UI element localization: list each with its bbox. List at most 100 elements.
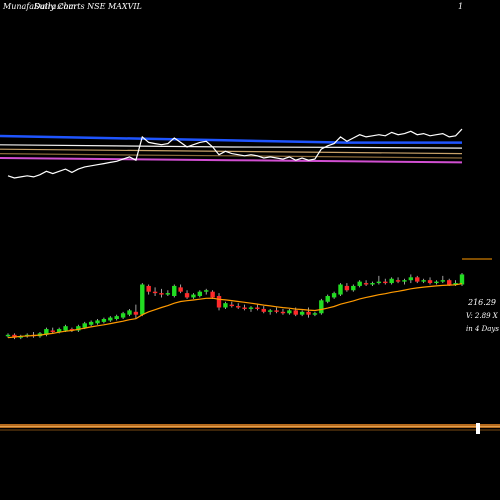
- band-line: [0, 144, 463, 149]
- candle: [427, 277, 433, 285]
- candle: [223, 301, 228, 309]
- candle: [299, 310, 305, 317]
- candle-body: [82, 323, 87, 328]
- candle: [120, 311, 126, 319]
- volume-band-light: [0, 426, 500, 427]
- candle-body: [76, 326, 81, 331]
- candles: [5, 273, 465, 340]
- volume-marker: [476, 423, 480, 434]
- top-right-mark: 1: [458, 2, 463, 11]
- candle-body: [178, 287, 183, 292]
- candle-body: [114, 316, 119, 319]
- candle-body: [363, 283, 369, 285]
- candle-body: [152, 291, 158, 294]
- volume-label: V: 2.89 X: [466, 312, 499, 320]
- candle-body: [140, 284, 145, 315]
- candle-body: [191, 294, 196, 298]
- candle: [191, 293, 196, 299]
- candle-body: [319, 300, 324, 314]
- candle-body: [344, 285, 350, 291]
- candle: [44, 327, 49, 337]
- candle-body: [395, 280, 401, 282]
- volume-strip: [0, 423, 500, 434]
- candle: [216, 293, 222, 311]
- candle-body: [146, 285, 151, 292]
- candle: [133, 304, 139, 319]
- band-line: [0, 153, 463, 159]
- candle-body: [408, 277, 414, 281]
- candle-body: [223, 303, 228, 308]
- candle: [159, 288, 164, 298]
- candle: [376, 275, 382, 285]
- candle: [267, 308, 273, 315]
- candle-body: [351, 285, 356, 291]
- candle: [248, 306, 254, 312]
- candle-body: [255, 307, 260, 309]
- candle: [389, 277, 394, 285]
- candle: [178, 284, 183, 294]
- candle: [255, 304, 260, 311]
- price-label: 216.29: [467, 298, 496, 307]
- candle: [408, 274, 414, 284]
- candle-body: [459, 274, 465, 285]
- candle: [172, 284, 177, 298]
- band-line: [0, 148, 463, 155]
- candle-body: [95, 320, 100, 324]
- price-overlay-line: [7, 128, 463, 179]
- candle: [127, 308, 132, 317]
- candle-body: [415, 277, 420, 282]
- candle: [140, 283, 145, 317]
- candle: [357, 280, 362, 288]
- candle-body: [229, 304, 235, 307]
- candle-body: [127, 310, 132, 315]
- candle: [338, 283, 343, 296]
- candle-body: [216, 296, 222, 308]
- moving-average-bands: [0, 134, 463, 164]
- candle-body: [389, 278, 394, 284]
- candle-body: [312, 313, 318, 315]
- candle: [440, 275, 446, 284]
- candle-body: [133, 311, 139, 315]
- candle: [197, 290, 203, 298]
- candle: [76, 324, 81, 332]
- candle: [351, 284, 356, 292]
- candle-body: [204, 290, 209, 292]
- candle-body: [331, 293, 337, 298]
- candle-body: [293, 310, 298, 315]
- candle: [184, 290, 190, 299]
- candle-body: [12, 334, 17, 338]
- candle-body: [88, 321, 94, 325]
- candle: [95, 319, 100, 325]
- candle-body: [447, 280, 452, 285]
- candle-body: [325, 296, 330, 302]
- candle: [344, 283, 350, 292]
- candle: [370, 281, 375, 286]
- candle: [402, 278, 407, 285]
- candle-body: [421, 280, 426, 282]
- candle-body: [210, 291, 215, 298]
- date-label: in 4 Days: [466, 325, 499, 333]
- candle-body: [287, 310, 292, 314]
- candle-body: [5, 334, 11, 337]
- candle: [152, 287, 158, 296]
- candle-body: [299, 311, 305, 315]
- candle: [383, 278, 388, 285]
- band-line: [0, 157, 463, 164]
- candle: [204, 288, 209, 295]
- candle-body: [18, 336, 23, 338]
- candle-body: [197, 291, 203, 296]
- candle: [363, 280, 369, 286]
- candle: [325, 294, 330, 304]
- candle: [12, 333, 17, 340]
- candle: [69, 327, 75, 332]
- candle: [434, 280, 439, 285]
- candle: [101, 317, 107, 324]
- candle-body: [159, 293, 164, 295]
- candle: [242, 304, 247, 311]
- candle-body: [383, 281, 388, 284]
- candle-body: [63, 326, 68, 331]
- candle: [280, 308, 286, 315]
- candle-body: [44, 329, 49, 335]
- candle: [18, 334, 23, 340]
